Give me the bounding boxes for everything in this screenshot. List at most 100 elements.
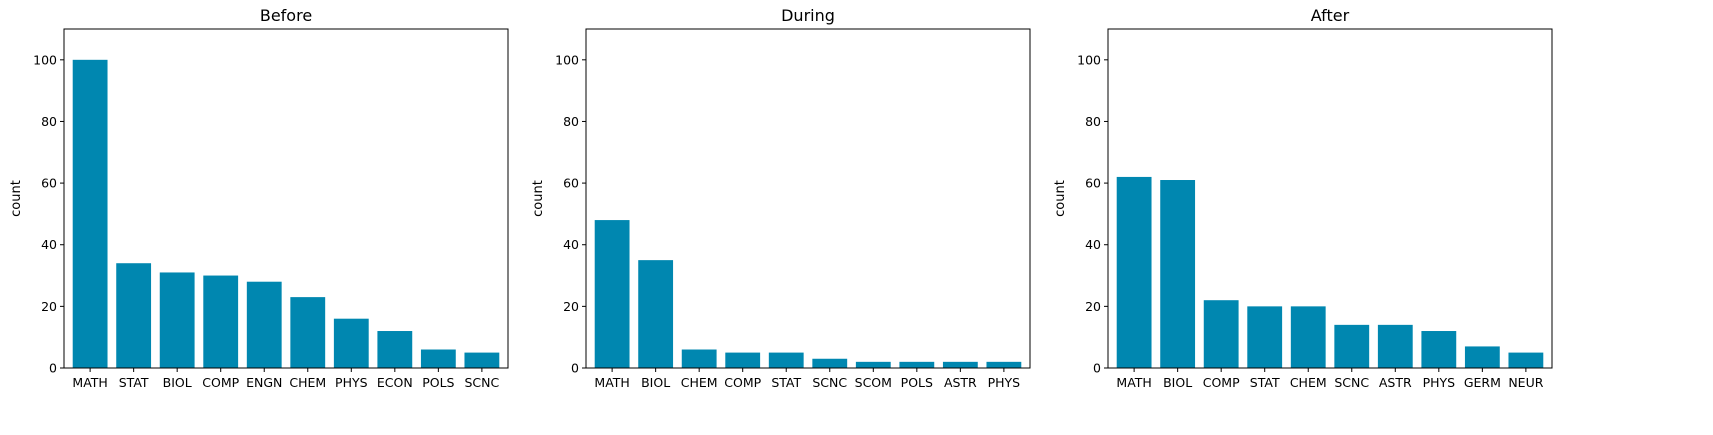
x-tick-label: SCOM — [855, 375, 892, 390]
y-tick-label: 0 — [49, 361, 57, 376]
bar-comp — [725, 352, 761, 368]
y-tick-label: 60 — [563, 176, 579, 191]
bar-math — [594, 220, 630, 368]
y-axis-ticks: 0 20 40 60 80 100 — [555, 52, 586, 376]
x-tick-label: POLS — [422, 375, 454, 390]
x-axis-ticks: MATH BIOL CHEM COMP STAT SCNC SCOM POLS ASTR PHYS — [594, 368, 1020, 390]
y-tick-label: 100 — [1077, 52, 1101, 67]
x-tick-label: SCNC — [1334, 375, 1369, 390]
y-tick-label: 20 — [1085, 299, 1101, 314]
y-tick-label: 20 — [563, 299, 579, 314]
x-tick-label: ENGN — [246, 375, 282, 390]
x-axis-ticks: MATH BIOL COMP STAT CHEM SCNC ASTR PHYS GERM NEUR — [1116, 368, 1544, 390]
y-tick-label: 80 — [563, 114, 579, 129]
bar-engn — [246, 281, 282, 368]
y-tick-label: 100 — [555, 52, 579, 67]
x-tick-label: COMP — [724, 375, 761, 390]
plot-frame — [63, 28, 509, 369]
bar-pols — [420, 349, 456, 368]
chart-panel-during: During count 0 20 40 60 80 100 MATH BIOL CHEM CO… — [531, 6, 1031, 390]
bar-germ — [1464, 346, 1500, 368]
chart-title: During — [781, 6, 835, 25]
chart-panel-after: After count 0 20 40 60 80 100 MATH BIOL COMP STA… — [1053, 6, 1553, 390]
x-tick-label: MATH — [1116, 375, 1151, 390]
x-tick-label: SCNC — [812, 375, 847, 390]
x-tick-label: STAT — [771, 375, 801, 390]
bar-chem — [290, 297, 326, 368]
x-tick-label: ASTR — [1379, 375, 1412, 390]
y-axis-label: count — [9, 180, 24, 217]
bar-biol — [159, 272, 195, 368]
y-axis-ticks: 0 20 40 60 80 100 — [1077, 52, 1108, 376]
y-tick-label: 40 — [563, 237, 579, 252]
bar-phys — [1421, 331, 1457, 368]
y-tick-label: 0 — [1093, 361, 1101, 376]
plot-frame — [585, 28, 1031, 369]
bar-scnc — [812, 358, 848, 368]
y-axis-label: count — [531, 180, 546, 217]
bars — [594, 220, 1022, 368]
y-tick-label: 40 — [41, 237, 57, 252]
bar-stat — [116, 263, 152, 368]
x-tick-label: GERM — [1464, 375, 1501, 390]
y-tick-label: 20 — [41, 299, 57, 314]
bar-phys — [986, 361, 1022, 368]
x-tick-label: SCNC — [465, 375, 500, 390]
y-tick-label: 80 — [41, 114, 57, 129]
bar-astr — [1377, 324, 1413, 368]
x-tick-label: BIOL — [641, 375, 670, 390]
x-tick-label: NEUR — [1508, 375, 1543, 390]
x-tick-label: CHEM — [289, 375, 326, 390]
x-tick-label: PHYS — [1423, 375, 1456, 390]
chart-title: After — [1311, 6, 1350, 25]
x-tick-label: STAT — [119, 375, 149, 390]
bar-astr — [942, 361, 978, 368]
bars — [72, 59, 500, 369]
y-tick-label: 0 — [571, 361, 579, 376]
x-tick-label: CHEM — [681, 375, 718, 390]
y-axis-ticks: 0 20 40 60 80 100 — [33, 52, 64, 376]
bar-comp — [203, 275, 239, 368]
y-tick-label: 60 — [1085, 176, 1101, 191]
bar-scom — [855, 361, 891, 368]
y-axis-label: count — [1053, 180, 1068, 217]
bar-chem — [1290, 306, 1326, 368]
bar-biol — [1160, 180, 1196, 368]
y-tick-label: 80 — [1085, 114, 1101, 129]
x-tick-label: PHYS — [335, 375, 368, 390]
x-tick-label: STAT — [1250, 375, 1280, 390]
bar-phys — [333, 318, 369, 368]
x-tick-label: ECON — [377, 375, 413, 390]
x-tick-label: CHEM — [1290, 375, 1327, 390]
x-tick-label: MATH — [72, 375, 107, 390]
chart-panel-before: Before count 0 20 40 60 80 100 MATH STAT BIOL CO… — [9, 6, 509, 390]
x-tick-label: PHYS — [988, 375, 1021, 390]
bar-chem — [681, 349, 717, 368]
x-tick-label: BIOL — [1163, 375, 1192, 390]
x-tick-label: COMP — [202, 375, 239, 390]
y-tick-label: 60 — [41, 176, 57, 191]
x-tick-label: POLS — [901, 375, 933, 390]
bar-pols — [899, 361, 935, 368]
x-axis-ticks: MATH STAT BIOL COMP ENGN CHEM PHYS ECON POLS SCNC — [72, 368, 500, 390]
bar-stat — [1247, 306, 1283, 368]
bar-biol — [638, 260, 674, 368]
bar-econ — [377, 331, 413, 368]
y-tick-label: 100 — [33, 52, 57, 67]
bar-comp — [1203, 300, 1239, 368]
bar-scnc — [464, 352, 500, 368]
x-tick-label: BIOL — [163, 375, 192, 390]
chart-title: Before — [260, 6, 312, 25]
bar-math — [1116, 176, 1152, 368]
bars — [1116, 176, 1544, 368]
plot-frame — [1107, 28, 1553, 369]
bar-stat — [768, 352, 804, 368]
bar-scnc — [1334, 324, 1370, 368]
y-tick-label: 40 — [1085, 237, 1101, 252]
x-tick-label: COMP — [1203, 375, 1240, 390]
bar-neur — [1508, 352, 1544, 368]
x-tick-label: ASTR — [944, 375, 977, 390]
bar-math — [72, 59, 108, 369]
x-tick-label: MATH — [594, 375, 629, 390]
